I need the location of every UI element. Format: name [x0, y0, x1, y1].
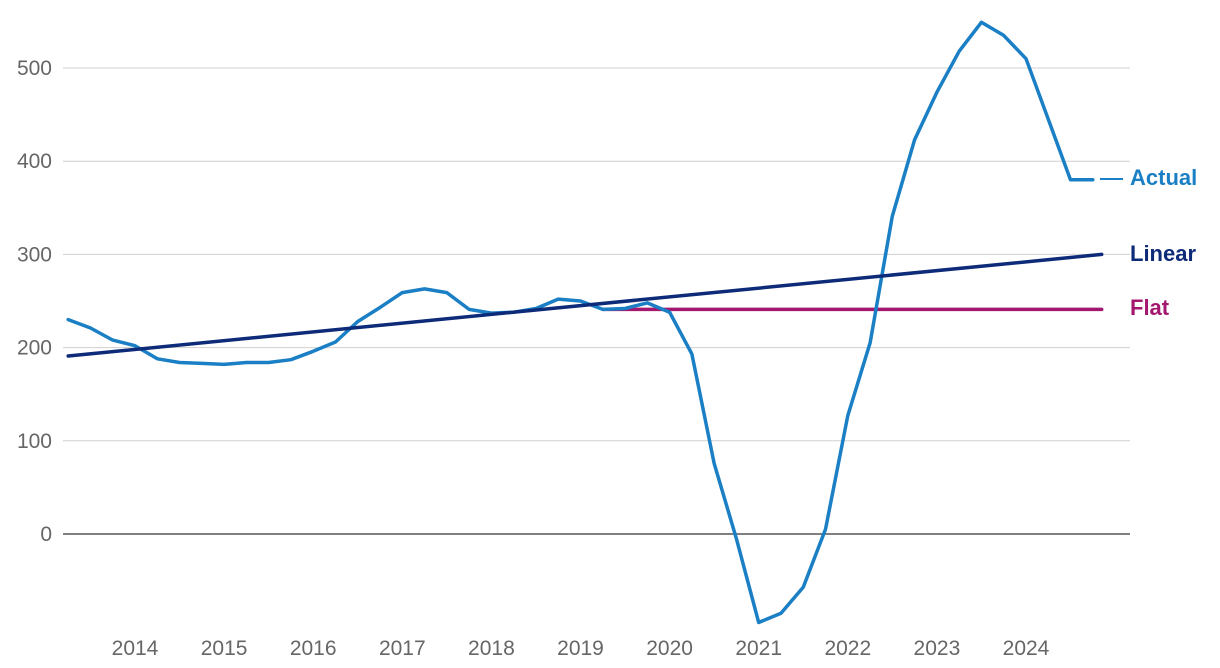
series-labels: Actual Linear Flat [1100, 165, 1197, 320]
x-tick-label: 2017 [379, 637, 426, 660]
x-tick-label: 2023 [914, 637, 961, 660]
y-tick-label: 500 [17, 57, 52, 80]
grid-lines [63, 67, 1130, 535]
y-tick-label: 200 [17, 337, 52, 360]
y-tick-label: 0 [40, 523, 52, 546]
series-line-actual [66, 20, 1095, 625]
x-tick-label: 2021 [735, 637, 782, 660]
series-lines [66, 20, 1104, 625]
x-tick-label: 2014 [112, 637, 159, 660]
y-tick-label: 100 [17, 430, 52, 453]
series-label-linear: Linear [1130, 241, 1196, 266]
x-tick-label: 2015 [201, 637, 248, 660]
series-label-actual: Actual [1130, 165, 1197, 190]
series-line-linear [66, 252, 1104, 358]
x-tick-label: 2018 [468, 637, 515, 660]
x-tick-label: 2024 [1003, 637, 1050, 660]
x-axis-ticks: 2014 2015 2016 2017 2018 2019 2020 2021 2022 2023… [112, 637, 1050, 660]
x-tick-label: 2019 [557, 637, 604, 660]
y-tick-label: 300 [17, 243, 52, 266]
x-tick-label: 2020 [646, 637, 693, 660]
x-tick-label: 2022 [824, 637, 871, 660]
y-tick-label: 400 [17, 150, 52, 173]
series-label-flat: Flat [1130, 295, 1170, 320]
x-tick-label: 2016 [290, 637, 337, 660]
y-axis-ticks: 0 100 200 300 400 500 [17, 57, 52, 546]
